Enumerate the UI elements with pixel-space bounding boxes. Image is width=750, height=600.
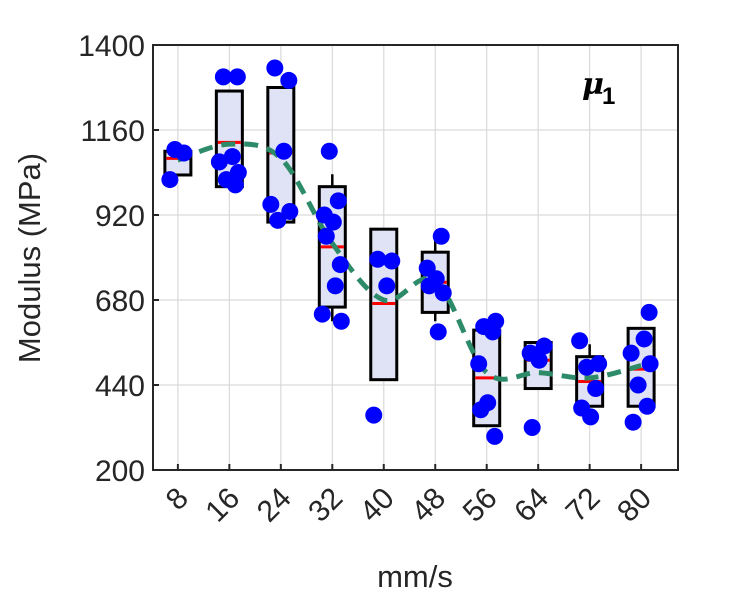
data-point <box>331 256 349 274</box>
y-axis-title: Modulus (MPa) <box>12 153 47 363</box>
data-point <box>229 164 247 181</box>
box-16 <box>214 89 244 189</box>
data-point <box>269 211 287 229</box>
data-point <box>369 250 387 268</box>
data-point <box>275 142 293 160</box>
y-tick-label: 200 <box>95 455 145 488</box>
data-point <box>434 284 452 302</box>
data-point <box>262 195 280 213</box>
data-point <box>332 312 350 330</box>
y-tick-label: 920 <box>95 200 145 233</box>
data-point <box>317 227 335 245</box>
data-point <box>378 277 396 295</box>
data-point <box>587 380 605 398</box>
data-point <box>418 259 436 277</box>
x-tick-label: 64 <box>508 482 555 529</box>
x-tick-label: 40 <box>354 482 401 529</box>
data-point <box>429 323 447 341</box>
data-point <box>214 68 232 86</box>
trend-line <box>177 141 642 382</box>
x-tick-label: 80 <box>611 482 658 529</box>
data-point <box>313 305 331 323</box>
data-point <box>166 140 184 158</box>
data-point <box>161 171 179 189</box>
x-axis-title: mm/s <box>377 559 453 594</box>
y-axis-ticks: 200 440 680 920 1160 1400 <box>78 30 159 488</box>
data-point <box>479 394 497 412</box>
data-point <box>573 399 591 417</box>
data-point <box>571 332 589 350</box>
data-point <box>641 355 659 373</box>
data-point <box>590 355 608 373</box>
data-point <box>432 227 450 245</box>
x-tick-label: 24 <box>251 482 298 529</box>
data-point <box>210 153 228 171</box>
x-tick-label: 48 <box>405 482 452 529</box>
data-point <box>320 142 338 160</box>
data-point <box>280 71 298 89</box>
points-layer <box>161 59 659 445</box>
annotation-symbol: μ <box>582 67 604 102</box>
data-point <box>624 413 642 431</box>
plot-frame <box>152 44 679 471</box>
data-point <box>622 344 640 362</box>
data-point <box>521 344 539 362</box>
data-point <box>486 427 504 445</box>
data-point <box>487 312 505 330</box>
y-tick-label: 1400 <box>78 30 145 63</box>
x-tick-label: 8 <box>160 482 195 517</box>
data-point <box>470 355 488 373</box>
y-tick-label: 1160 <box>80 115 145 148</box>
x-tick-label: 16 <box>199 482 246 529</box>
data-point <box>365 406 383 424</box>
series-annotation: μ 1 <box>582 67 615 110</box>
data-point <box>266 59 284 77</box>
data-point <box>228 68 246 86</box>
data-point <box>329 192 347 210</box>
x-tick-label: 72 <box>560 482 607 529</box>
data-point <box>383 252 401 270</box>
data-point <box>638 397 656 415</box>
data-point <box>315 206 333 224</box>
data-point <box>326 277 344 295</box>
y-tick-label: 440 <box>95 370 145 403</box>
annotation-subscript: 1 <box>602 83 615 110</box>
data-point <box>223 148 241 166</box>
data-point <box>635 330 653 348</box>
data-point <box>640 303 658 321</box>
data-point <box>523 419 541 436</box>
data-point <box>281 202 299 220</box>
x-tick-label: 32 <box>302 482 349 529</box>
x-axis-ticks: 8 16 24 32 40 48 56 64 72 80 <box>160 464 658 529</box>
box-body <box>214 89 244 189</box>
data-point <box>629 376 647 394</box>
y-tick-label: 680 <box>95 285 145 318</box>
data-point <box>535 337 553 355</box>
x-tick-label: 56 <box>457 482 504 529</box>
